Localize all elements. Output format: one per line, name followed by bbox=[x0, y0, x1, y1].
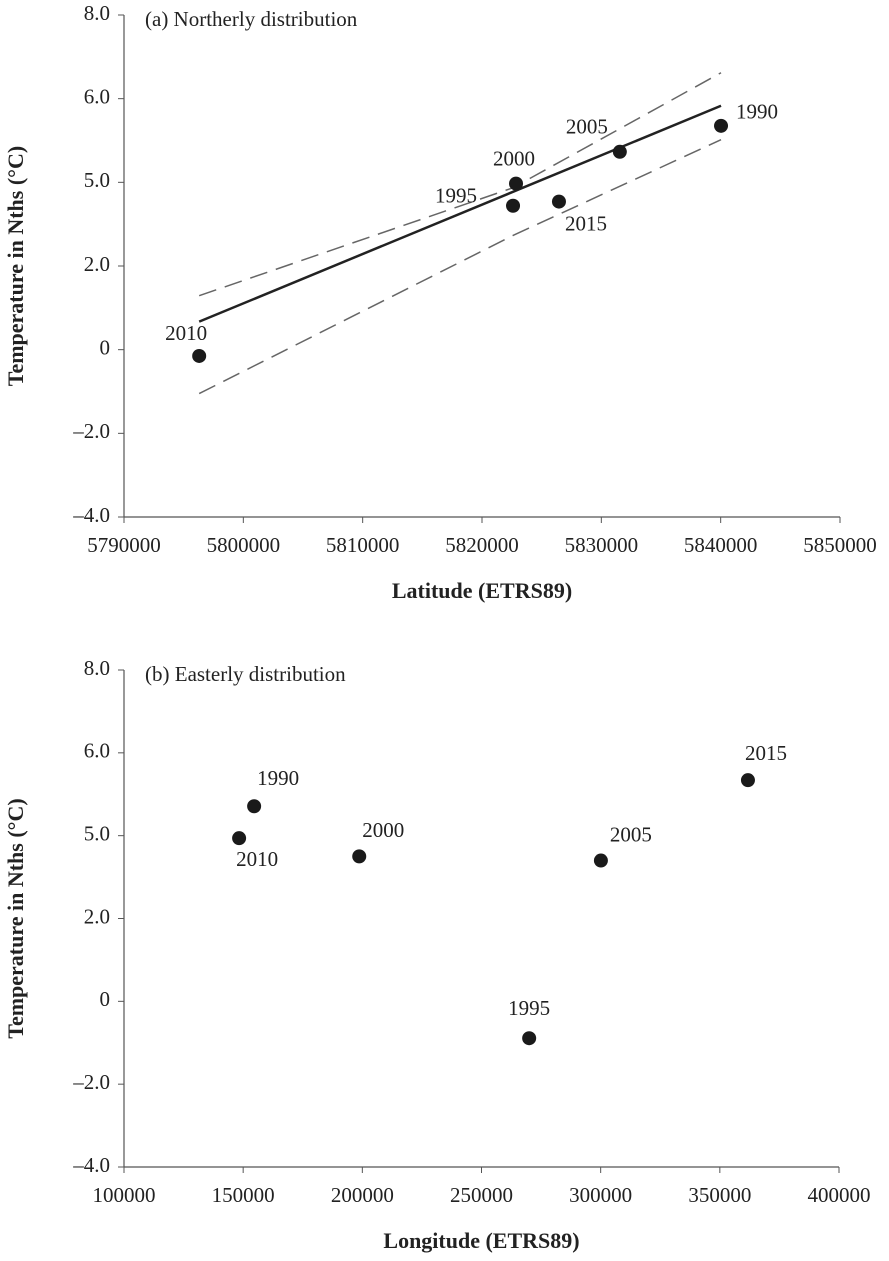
point bbox=[192, 348, 207, 363]
y-tick-label: –2.0 bbox=[72, 1070, 110, 1094]
point bbox=[352, 849, 367, 864]
x-tick-label: 5850000 bbox=[803, 533, 877, 557]
y-tick-label: 5.0 bbox=[84, 821, 110, 845]
x-tick-label: 400000 bbox=[808, 1183, 871, 1207]
x-tick-label: 300000 bbox=[569, 1183, 632, 1207]
point-label: 1995 bbox=[435, 184, 477, 208]
point-label: 2010 bbox=[236, 847, 278, 871]
x-tick-label: 5790000 bbox=[87, 533, 161, 557]
point bbox=[509, 176, 524, 191]
y-axis-title: Temperature in Nths (°C) bbox=[3, 798, 28, 1038]
confidence-lower bbox=[198, 138, 722, 395]
y-tick-label: 0 bbox=[100, 987, 111, 1011]
point bbox=[551, 194, 566, 209]
point bbox=[714, 118, 729, 133]
chart-title: (b) Easterly distribution bbox=[145, 662, 346, 686]
y-tick-label: –4.0 bbox=[72, 1153, 110, 1177]
y-tick-label: 2.0 bbox=[84, 252, 110, 276]
point-label: 1995 bbox=[508, 996, 550, 1020]
y-tick-label: 5.0 bbox=[84, 168, 110, 192]
point-label: 1990 bbox=[257, 766, 299, 790]
chart-title: (a) Northerly distribution bbox=[145, 7, 358, 31]
y-tick-label: 6.0 bbox=[84, 739, 110, 763]
x-tick-label: 100000 bbox=[93, 1183, 156, 1207]
point-label: 2015 bbox=[745, 741, 787, 765]
y-tick-label: 6.0 bbox=[84, 84, 110, 108]
x-tick-label: 5840000 bbox=[684, 533, 758, 557]
point-label: 2015 bbox=[565, 211, 607, 235]
point bbox=[232, 831, 247, 846]
x-axis-title: Latitude (ETRS89) bbox=[392, 578, 572, 603]
regression-line bbox=[198, 104, 722, 323]
x-tick-label: 5800000 bbox=[207, 533, 281, 557]
point-label: 2005 bbox=[566, 115, 608, 139]
point bbox=[593, 853, 608, 868]
y-tick-label: 0 bbox=[100, 335, 111, 359]
y-axis-title: Temperature in Nths (°C) bbox=[3, 146, 28, 386]
point-label: 2010 bbox=[165, 321, 207, 345]
y-tick-label: 8.0 bbox=[84, 1, 110, 25]
x-tick-label: 5830000 bbox=[565, 533, 639, 557]
point-label: 2000 bbox=[493, 146, 535, 170]
x-tick-label: 350000 bbox=[688, 1183, 751, 1207]
x-tick-label: 250000 bbox=[450, 1183, 513, 1207]
point bbox=[506, 198, 521, 213]
point-label: 2000 bbox=[362, 818, 404, 842]
point bbox=[740, 773, 755, 788]
point-label: 1990 bbox=[736, 100, 778, 124]
y-tick-label: 8.0 bbox=[84, 656, 110, 680]
point bbox=[612, 144, 627, 159]
point-label: 2005 bbox=[610, 822, 652, 846]
x-tick-label: 200000 bbox=[331, 1183, 394, 1207]
point bbox=[247, 799, 262, 814]
x-tick-label: 5820000 bbox=[445, 533, 519, 557]
point bbox=[522, 1031, 537, 1046]
x-axis-title: Longitude (ETRS89) bbox=[383, 1228, 579, 1253]
x-tick-label: 150000 bbox=[212, 1183, 275, 1207]
y-tick-label: 2.0 bbox=[84, 904, 110, 928]
x-tick-label: 5810000 bbox=[326, 533, 400, 557]
y-tick-label: –2.0 bbox=[72, 419, 110, 443]
y-tick-label: –4.0 bbox=[72, 503, 110, 527]
